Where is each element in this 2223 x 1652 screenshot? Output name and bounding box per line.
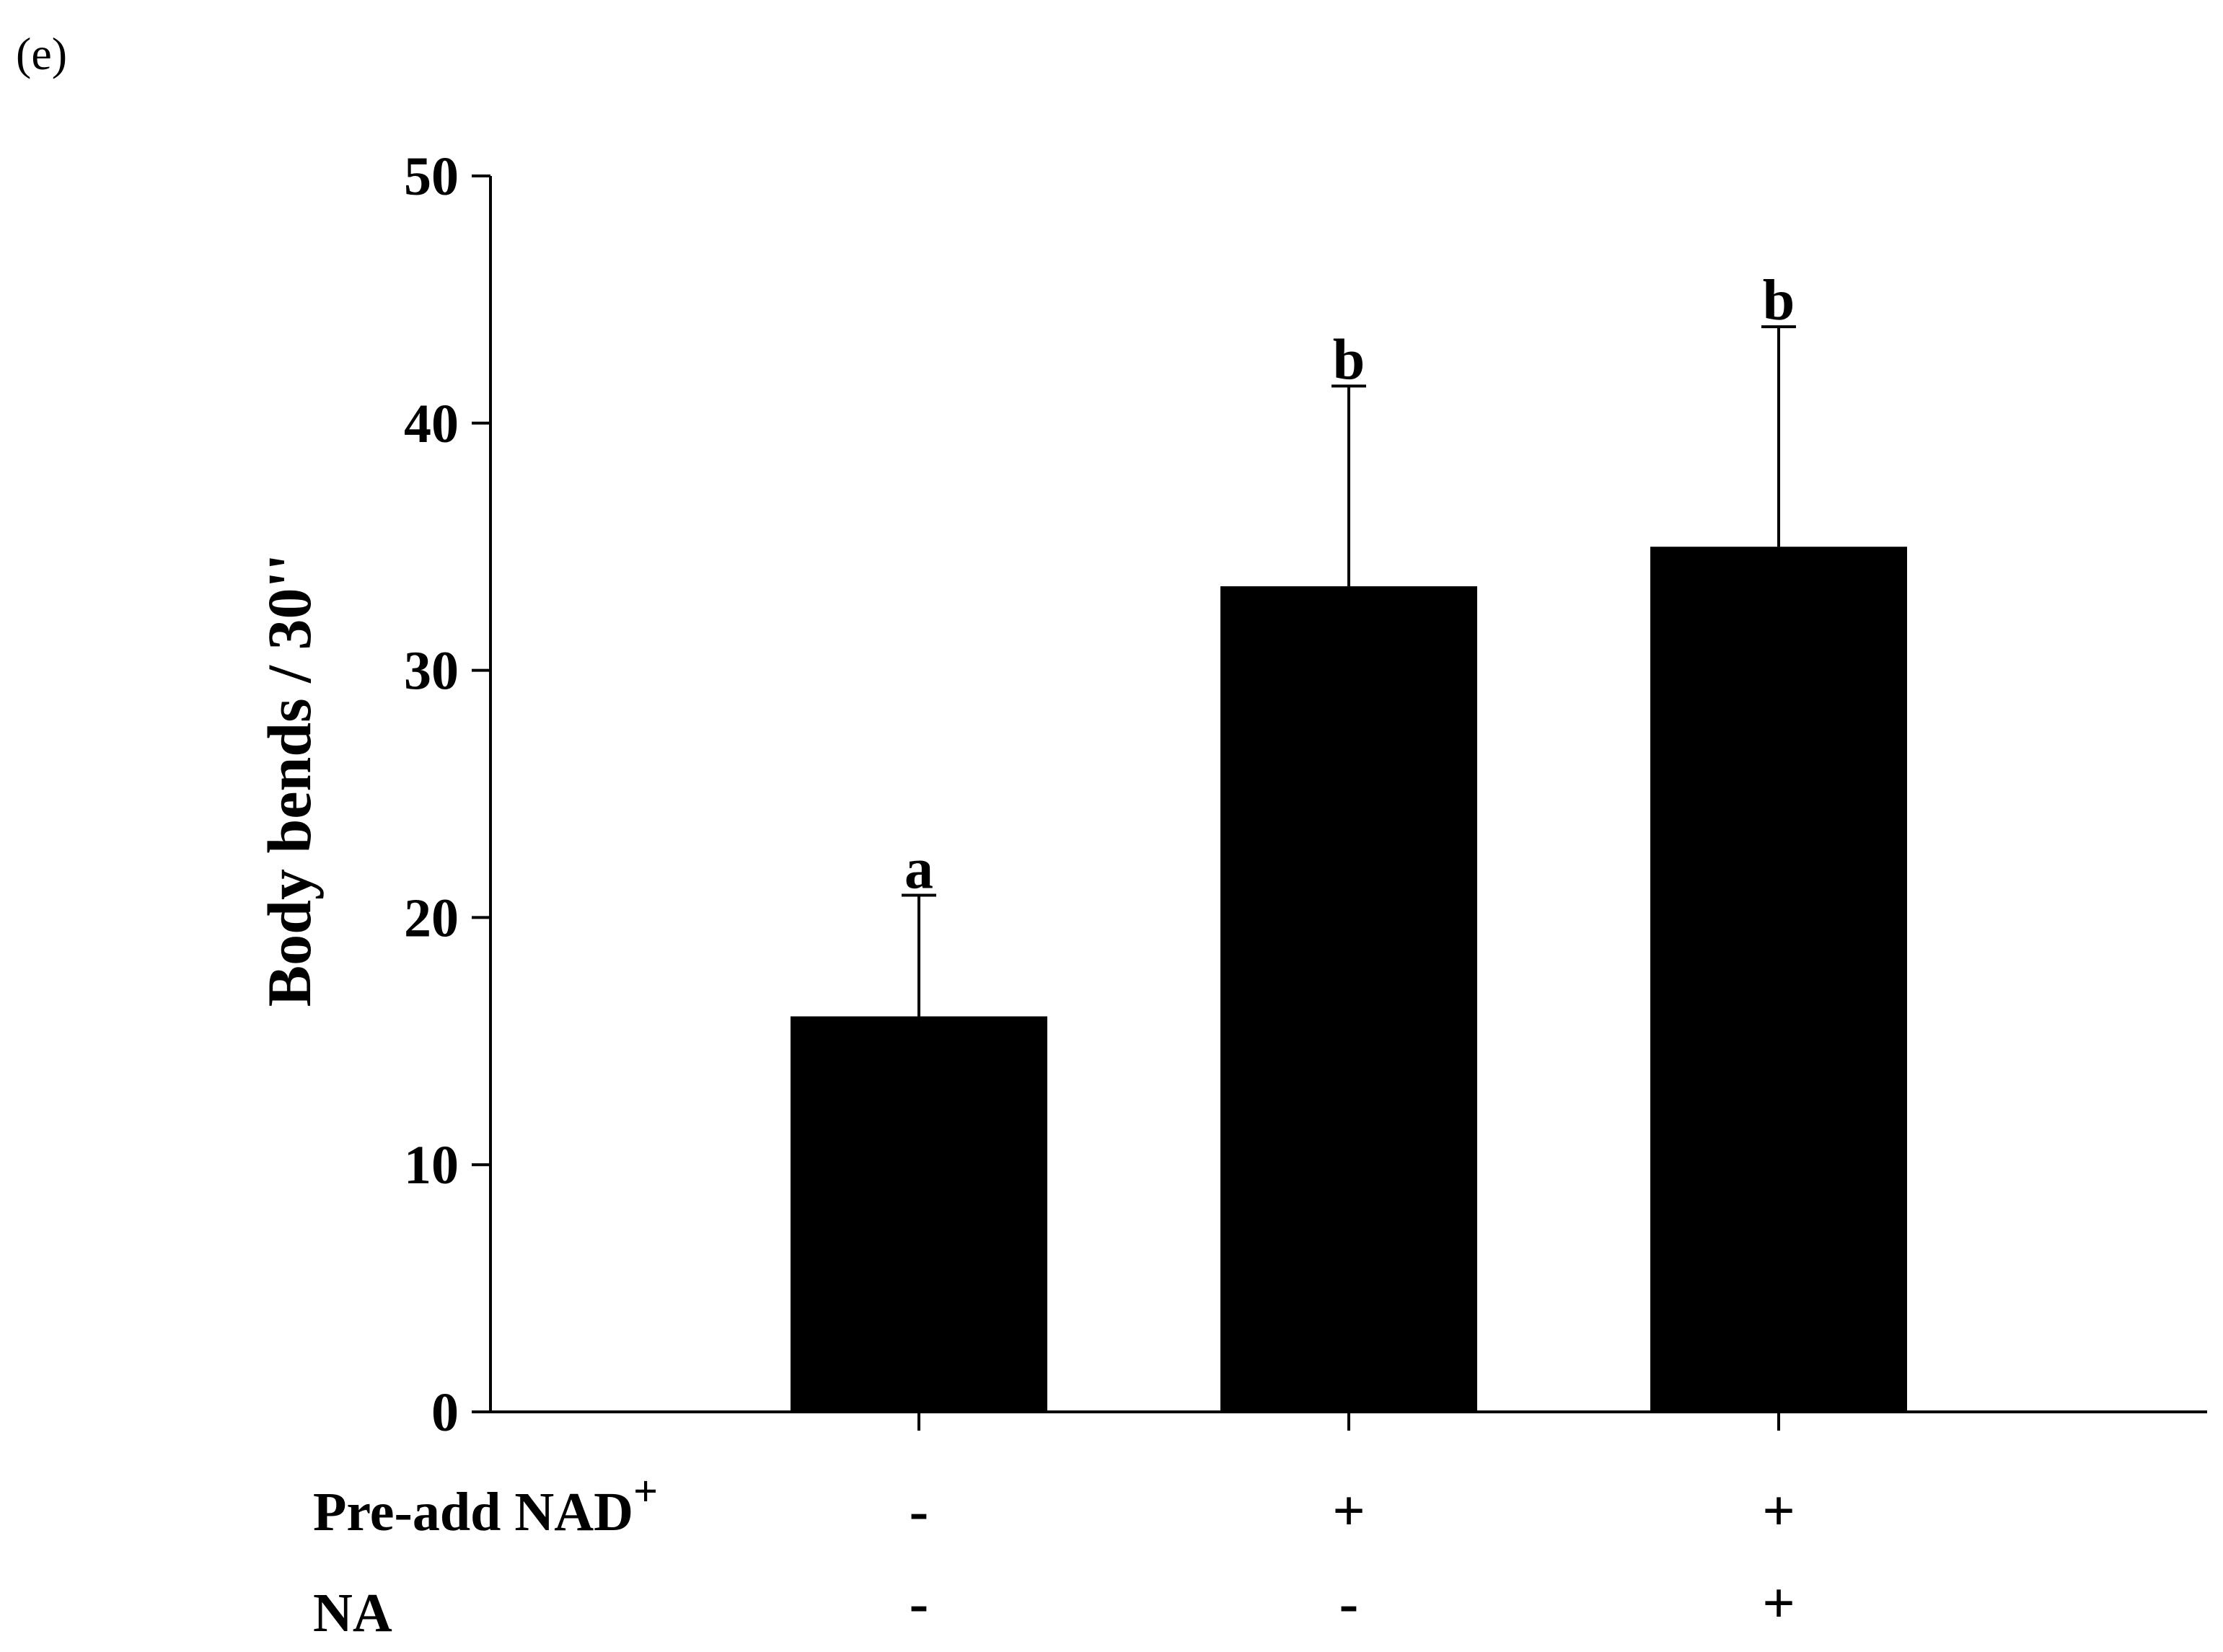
condition-label-pre-add-nad: Pre-add NAD+ xyxy=(313,1467,658,1542)
condition-symbol: + xyxy=(1332,1480,1365,1543)
condition-symbol: + xyxy=(1762,1572,1795,1635)
error-bars xyxy=(902,325,1796,1017)
y-tick-label: 10 xyxy=(404,1135,459,1196)
y-tick-label: 20 xyxy=(404,888,459,948)
y-tick-label: 50 xyxy=(404,146,459,207)
significance-label: b xyxy=(1333,328,1365,392)
significance-label: b xyxy=(1763,269,1795,332)
condition-row-pre-add-nad: Pre-add NAD+ - + + xyxy=(313,1467,1795,1543)
y-tick-label: 40 xyxy=(404,394,459,454)
condition-symbol: - xyxy=(910,1572,929,1635)
condition-symbol: - xyxy=(1339,1572,1359,1635)
x-axis xyxy=(490,1410,2207,1431)
y-axis-title: Body bends / 30'' xyxy=(255,554,324,1007)
bar xyxy=(1650,547,1907,1413)
condition-symbol: + xyxy=(1762,1480,1795,1543)
significance-label: a xyxy=(904,838,933,901)
significance-labels: a b b xyxy=(904,269,1795,901)
y-tick-label: 30 xyxy=(404,641,459,702)
bar xyxy=(791,1016,1047,1412)
bar xyxy=(1220,586,1477,1412)
panel-label: (e) xyxy=(16,28,67,79)
bars xyxy=(791,547,1907,1413)
y-axis: 0 10 20 30 40 50 xyxy=(404,146,492,1443)
condition-label-na: NA xyxy=(313,1583,392,1643)
condition-symbol: - xyxy=(910,1480,929,1543)
y-tick-label: 0 xyxy=(431,1382,459,1443)
condition-row-na: NA - - + xyxy=(313,1572,1795,1643)
